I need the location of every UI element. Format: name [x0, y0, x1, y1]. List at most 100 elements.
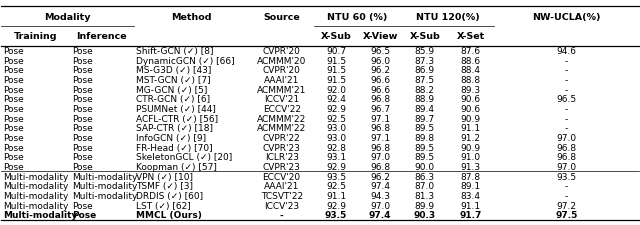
Text: 93.5: 93.5	[556, 172, 577, 181]
Text: Multi-modality: Multi-modality	[3, 211, 77, 220]
Text: 92.5: 92.5	[326, 182, 346, 191]
Text: 94.3: 94.3	[370, 191, 390, 200]
Text: DRDIS (✓) [60]: DRDIS (✓) [60]	[136, 191, 204, 200]
Text: 97.4: 97.4	[370, 182, 390, 191]
Text: 96.2: 96.2	[370, 172, 390, 181]
Text: TSMF (✓) [3]: TSMF (✓) [3]	[136, 182, 193, 191]
Text: ICLR'23: ICLR'23	[265, 153, 299, 162]
Text: 91.0: 91.0	[461, 153, 481, 162]
Text: -: -	[565, 56, 568, 65]
Text: Multi-modality: Multi-modality	[72, 182, 138, 191]
Text: Multi-modality: Multi-modality	[72, 191, 138, 200]
Text: NW-UCLA(%): NW-UCLA(%)	[532, 13, 601, 22]
Text: 96.8: 96.8	[370, 143, 390, 152]
Text: 91.5: 91.5	[326, 76, 346, 85]
Text: X-Sub: X-Sub	[410, 32, 440, 41]
Text: 88.9: 88.9	[415, 95, 435, 104]
Text: 96.8: 96.8	[556, 153, 577, 162]
Text: 90.6: 90.6	[461, 105, 481, 114]
Text: -: -	[565, 66, 568, 75]
Text: NTU 60 (%): NTU 60 (%)	[328, 13, 388, 22]
Text: 91.1: 91.1	[461, 124, 481, 133]
Text: 88.2: 88.2	[415, 85, 435, 94]
Text: X-Set: X-Set	[456, 32, 485, 41]
Text: CTR-GCN (✓) [6]: CTR-GCN (✓) [6]	[136, 95, 210, 104]
Text: Multi-modality: Multi-modality	[3, 191, 68, 200]
Text: 94.6: 94.6	[557, 47, 577, 56]
Text: 89.5: 89.5	[415, 153, 435, 162]
Text: Pose: Pose	[3, 143, 24, 152]
Text: -: -	[565, 182, 568, 191]
Text: 93.5: 93.5	[325, 211, 347, 220]
Text: -: -	[565, 114, 568, 123]
Text: Training: Training	[13, 32, 57, 41]
Text: 88.8: 88.8	[461, 76, 481, 85]
Text: Pose: Pose	[72, 56, 93, 65]
Text: 96.0: 96.0	[370, 56, 390, 65]
Text: Pose: Pose	[72, 105, 93, 114]
Text: X-View: X-View	[362, 32, 397, 41]
Text: 96.5: 96.5	[370, 47, 390, 56]
Text: Pose: Pose	[72, 47, 93, 56]
Text: Pose: Pose	[3, 76, 24, 85]
Text: X-Sub: X-Sub	[321, 32, 351, 41]
Text: Multi-modality: Multi-modality	[3, 182, 68, 191]
Text: NTU 120(%): NTU 120(%)	[416, 13, 479, 22]
Text: Pose: Pose	[72, 162, 93, 171]
Text: 92.9: 92.9	[326, 105, 346, 114]
Text: PSUMNet (✓) [44]: PSUMNet (✓) [44]	[136, 105, 216, 114]
Text: 89.5: 89.5	[415, 124, 435, 133]
Text: Pose: Pose	[72, 201, 93, 210]
Text: Pose: Pose	[3, 114, 24, 123]
Text: 87.0: 87.0	[415, 182, 435, 191]
Text: Source: Source	[263, 13, 300, 22]
Text: 89.4: 89.4	[415, 105, 435, 114]
Text: AAAI'21: AAAI'21	[264, 182, 300, 191]
Text: Method: Method	[172, 13, 212, 22]
Text: 91.1: 91.1	[326, 191, 346, 200]
Text: MST-GCN (✓) [7]: MST-GCN (✓) [7]	[136, 76, 211, 85]
Text: 96.8: 96.8	[370, 162, 390, 171]
Text: 86.9: 86.9	[415, 66, 435, 75]
Text: Pose: Pose	[72, 66, 93, 75]
Text: Pose: Pose	[72, 95, 93, 104]
Text: CVPR'23: CVPR'23	[263, 162, 301, 171]
Text: MMCL (Ours): MMCL (Ours)	[136, 211, 202, 220]
Text: 96.2: 96.2	[370, 66, 390, 75]
Text: LST (✓) [62]: LST (✓) [62]	[136, 201, 191, 210]
Text: 97.1: 97.1	[370, 133, 390, 142]
Text: FR-Head (✓) [70]: FR-Head (✓) [70]	[136, 143, 212, 152]
Text: 96.8: 96.8	[370, 95, 390, 104]
Text: 91.2: 91.2	[461, 133, 481, 142]
Text: Pose: Pose	[72, 85, 93, 94]
Text: 93.1: 93.1	[326, 153, 346, 162]
Text: VPN (✓) [10]: VPN (✓) [10]	[136, 172, 193, 181]
Text: -: -	[565, 85, 568, 94]
Text: 92.9: 92.9	[326, 201, 346, 210]
Text: 89.9: 89.9	[415, 201, 435, 210]
Text: 93.5: 93.5	[326, 172, 346, 181]
Text: CVPR'23: CVPR'23	[263, 143, 301, 152]
Text: Shift-GCN (✓) [8]: Shift-GCN (✓) [8]	[136, 47, 214, 56]
Text: 92.5: 92.5	[326, 114, 346, 123]
Text: 87.8: 87.8	[461, 172, 481, 181]
Text: 89.7: 89.7	[415, 114, 435, 123]
Text: -: -	[565, 124, 568, 133]
Text: CVPR'20: CVPR'20	[263, 66, 301, 75]
Text: Multi-modality: Multi-modality	[3, 172, 68, 181]
Text: 91.1: 91.1	[461, 201, 481, 210]
Text: ACMMM'22: ACMMM'22	[257, 114, 307, 123]
Text: 89.1: 89.1	[461, 182, 481, 191]
Text: Pose: Pose	[72, 124, 93, 133]
Text: 93.0: 93.0	[326, 133, 346, 142]
Text: Koopman (✓) [57]: Koopman (✓) [57]	[136, 162, 217, 171]
Text: Pose: Pose	[72, 133, 93, 142]
Text: -: -	[565, 191, 568, 200]
Text: MS-G3D (✓) [43]: MS-G3D (✓) [43]	[136, 66, 211, 75]
Text: Pose: Pose	[72, 153, 93, 162]
Text: Pose: Pose	[3, 56, 24, 65]
Text: ACFL-CTR (✓) [56]: ACFL-CTR (✓) [56]	[136, 114, 218, 123]
Text: Pose: Pose	[3, 66, 24, 75]
Text: 90.0: 90.0	[415, 162, 435, 171]
Text: 97.0: 97.0	[556, 162, 577, 171]
